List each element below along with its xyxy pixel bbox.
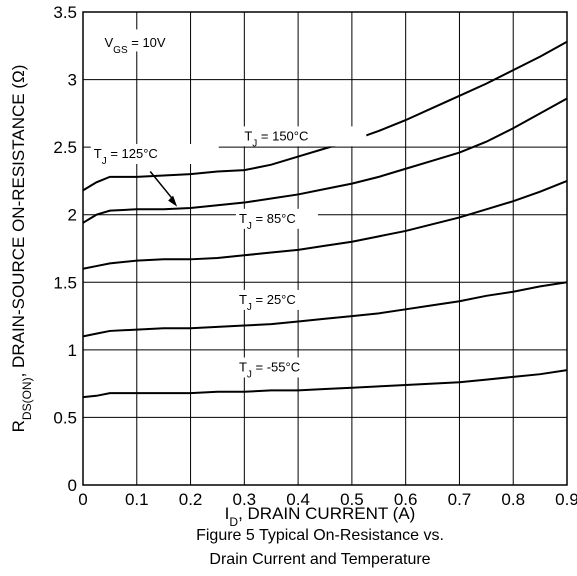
series-label: TJ = -55°C: [239, 359, 300, 380]
y-tick-label: 0: [68, 476, 77, 495]
series-label-part: = -55°C: [252, 359, 300, 374]
y-tick-label: 1: [68, 341, 77, 360]
y-axis-label-part: R: [9, 420, 28, 432]
label-bg: [235, 208, 318, 229]
caption-line: Drain Current and Temperature: [209, 551, 430, 568]
series-label-part: T: [94, 146, 102, 161]
x-tick-label: 0.2: [179, 490, 203, 509]
arrow: [149, 170, 176, 202]
plot-frame: [82, 11, 568, 486]
x-tick-label: 0.9: [555, 490, 577, 509]
y-tick-label: 3.5: [53, 3, 77, 22]
series-line: [82, 40, 568, 192]
x-tick-label: 0.5: [340, 490, 364, 509]
series-label-sub: J: [247, 369, 252, 380]
series-label-sub: J: [247, 301, 252, 312]
series-line: [82, 97, 568, 224]
series-label-sub: J: [247, 220, 252, 231]
series-label: TJ = 125°C: [94, 146, 158, 167]
series-line: [82, 369, 568, 399]
series-line: [82, 180, 568, 270]
x-tick-label: 0.7: [448, 490, 472, 509]
y-tick-label: 2: [68, 206, 77, 225]
series-line: [82, 281, 568, 338]
plot-area: [83, 12, 567, 485]
label-bg: [235, 357, 322, 378]
x-tick-label: 0: [78, 490, 87, 509]
series-label-part: = 85°C: [252, 211, 296, 226]
x-tick-label: 0.8: [501, 490, 525, 509]
x-tick-label: 0.3: [233, 490, 257, 509]
label-bg: [90, 143, 219, 164]
arrowhead: [168, 195, 178, 207]
series-label-part: T: [239, 292, 247, 307]
y-tick-label: 3: [68, 71, 77, 90]
y-axis-label-part: , DRAIN-SOURCE ON-RESISTANCE (Ω): [9, 65, 28, 378]
x-tick-label: 0.1: [125, 490, 149, 509]
y-tick-label: 1.5: [53, 273, 77, 292]
annotation-sub: GS: [113, 45, 128, 56]
x-axis-label: ID, DRAIN CURRENT (A): [225, 504, 416, 529]
caption-line: Figure 5 Typical On-Resistance vs.: [196, 527, 444, 544]
x-axis-label-part: , DRAIN CURRENT (A): [238, 504, 415, 523]
series-label-part: = 25°C: [252, 292, 296, 307]
series-label: TJ = 85°C: [239, 211, 296, 232]
x-tick-label: 0.4: [286, 490, 310, 509]
series-label-part: = 150°C: [257, 128, 308, 143]
annotation-part: V: [105, 35, 114, 50]
y-tick-label: 0.5: [53, 408, 77, 427]
series-label-part: T: [239, 359, 247, 374]
series-label-part: T: [244, 128, 252, 143]
label-bg: [100, 29, 173, 52]
series-label: TJ = 25°C: [239, 292, 296, 313]
y-tick-label: 2.5: [53, 138, 77, 157]
series-label: TJ = 150°C: [244, 128, 308, 149]
label-bg: [235, 289, 318, 310]
annotation: VGS = 10V: [105, 35, 166, 56]
x-tick-label: 0.6: [394, 490, 418, 509]
series-label-part: = 125°C: [107, 146, 158, 161]
series-label-part: T: [239, 211, 247, 226]
x-axis-label-part: I: [225, 504, 230, 523]
y-axis-label: RDS(ON), DRAIN-SOURCE ON-RESISTANCE (Ω): [9, 65, 34, 433]
y-axis-label-sub: DS(ON): [20, 377, 34, 420]
series-label-sub: J: [102, 155, 107, 166]
label-bg: [241, 126, 367, 147]
annotation-part: = 10V: [128, 35, 166, 50]
series-label-sub: J: [252, 138, 257, 149]
x-axis-label-sub: D: [229, 515, 238, 529]
